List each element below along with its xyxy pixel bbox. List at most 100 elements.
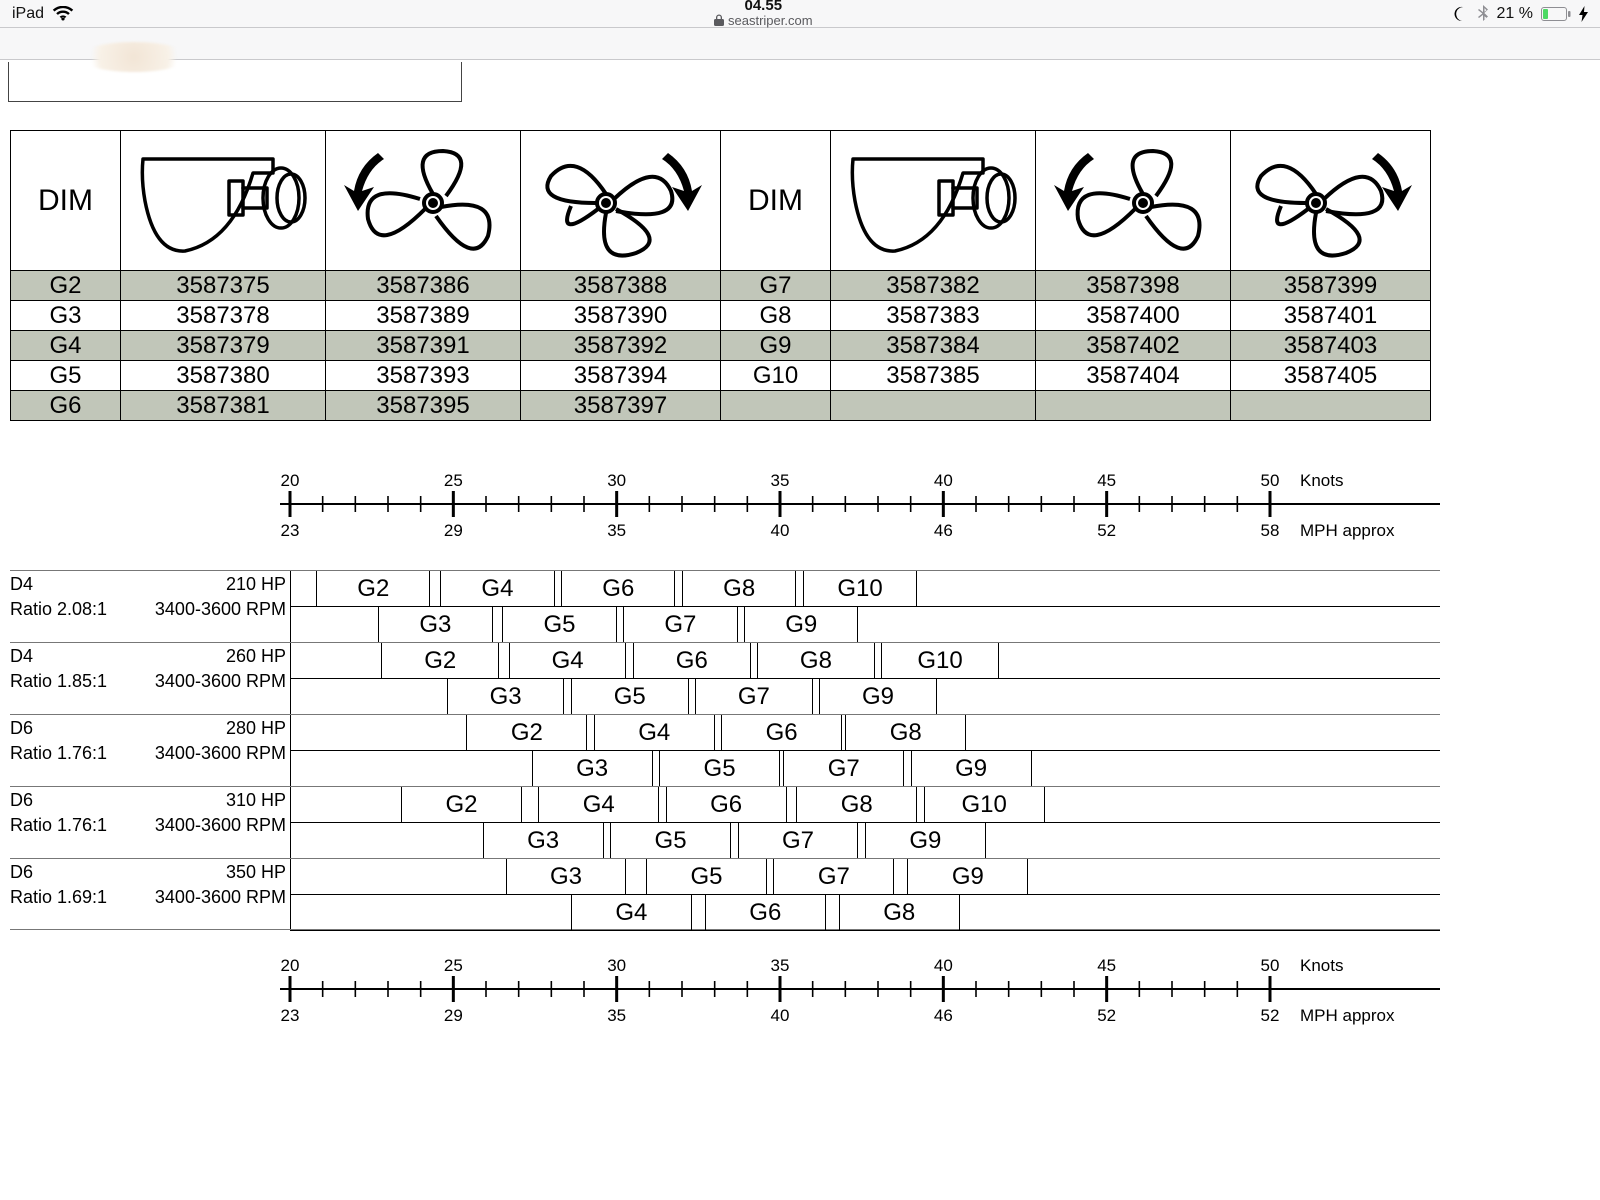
speed-cell: G5 xyxy=(646,859,767,894)
part-number-cell: 3587385 xyxy=(831,361,1036,391)
speed-lane: G3G5G7G9 xyxy=(290,751,1440,787)
part-number-cell xyxy=(1036,391,1231,421)
charging-icon xyxy=(1579,6,1588,22)
prop-ccw-icon-left xyxy=(326,131,521,271)
speed-cell: G6 xyxy=(633,643,751,678)
host-label: seastriper.com xyxy=(714,14,813,29)
speed-cell: G3 xyxy=(447,679,565,714)
part-number-cell: 3587405 xyxy=(1231,361,1431,391)
engine-label: D6350 HPRatio 1.69:13400-3600 RPM xyxy=(10,859,290,929)
speed-cell: G4 xyxy=(571,895,692,930)
svg-text:40: 40 xyxy=(934,956,953,975)
speed-chart-group: D6280 HPRatio 1.76:13400-3600 RPMG2G4G6G… xyxy=(10,714,1440,786)
dim-cell: G5 xyxy=(11,361,121,391)
dim-header-right: DIM xyxy=(721,131,831,271)
dim-cell: G9 xyxy=(721,331,831,361)
part-number-cell: 3587399 xyxy=(1231,271,1431,301)
speed-cell: G5 xyxy=(571,679,689,714)
speed-chart-group: D6350 HPRatio 1.69:13400-3600 RPMG3G5G7G… xyxy=(10,858,1440,930)
browser-toolbar xyxy=(0,28,1600,60)
speed-lane: G2G4G6G8 xyxy=(290,715,1440,751)
dim-cell: G8 xyxy=(721,301,831,331)
device-label: iPad xyxy=(12,5,44,23)
part-number-cell: 3587381 xyxy=(121,391,326,421)
speed-cell: G7 xyxy=(695,679,813,714)
svg-text:MPH approx: MPH approx xyxy=(1300,521,1395,540)
engine-label: D6310 HPRatio 1.76:13400-3600 RPM xyxy=(10,787,290,858)
card-outline-stub xyxy=(8,62,462,102)
speed-cell: G9 xyxy=(819,679,937,714)
dim-header-left: DIM xyxy=(11,131,121,271)
speed-cell: G4 xyxy=(538,787,659,822)
svg-text:Knots: Knots xyxy=(1300,956,1343,975)
speed-ruler-top: 2025303540455023293540465258KnotsMPH app… xyxy=(10,470,1440,540)
part-number-cell: 3587397 xyxy=(521,391,721,421)
dim-cell: G10 xyxy=(721,361,831,391)
speed-lane: G2G4G6G8G10 xyxy=(290,571,1440,607)
dim-cell: G6 xyxy=(11,391,121,421)
speed-cell: G6 xyxy=(721,715,842,750)
speed-cell: G5 xyxy=(610,823,731,858)
speed-cell: G8 xyxy=(839,895,960,930)
speed-cell: G9 xyxy=(907,859,1028,894)
speed-lane: G3G5G7G9 xyxy=(290,823,1440,859)
lock-icon xyxy=(714,14,724,29)
svg-text:46: 46 xyxy=(934,1006,953,1025)
part-number-cell xyxy=(1231,391,1431,421)
drive-icon-left xyxy=(121,131,326,271)
part-number-cell: 3587388 xyxy=(521,271,721,301)
speed-cell: G9 xyxy=(911,751,1032,786)
part-number-cell: 3587391 xyxy=(326,331,521,361)
speed-cell: G8 xyxy=(845,715,966,750)
svg-text:35: 35 xyxy=(607,1006,626,1025)
prop-cw-icon-right xyxy=(1231,131,1431,271)
speed-cell: G3 xyxy=(532,751,653,786)
svg-text:52: 52 xyxy=(1097,521,1116,540)
speed-lane: G4G6G8 xyxy=(290,895,1440,931)
speed-lane: G3G5G7G9 xyxy=(290,607,1440,643)
speed-cell: G7 xyxy=(738,823,859,858)
part-number-cell: 3587390 xyxy=(521,301,721,331)
speed-cell: G4 xyxy=(594,715,715,750)
drive-icon-right xyxy=(831,131,1036,271)
speed-cell: G4 xyxy=(440,571,554,606)
svg-text:35: 35 xyxy=(771,956,790,975)
speed-cell: G2 xyxy=(466,715,587,750)
part-number-cell: 3587379 xyxy=(121,331,326,361)
table-row: G2358737535873863587388G7358738235873983… xyxy=(11,271,1431,301)
parts-table-header-row: DIM DIM xyxy=(11,131,1431,271)
svg-text:52: 52 xyxy=(1097,1006,1116,1025)
propeller-speed-chart: D4210 HPRatio 2.08:13400-3600 RPMG2G4G6G… xyxy=(10,570,1440,930)
speed-cell: G6 xyxy=(561,571,675,606)
wifi-icon xyxy=(52,6,74,22)
svg-text:40: 40 xyxy=(771,521,790,540)
svg-text:40: 40 xyxy=(771,1006,790,1025)
speed-cell: G7 xyxy=(783,751,904,786)
svg-text:25: 25 xyxy=(444,956,463,975)
part-number-cell: 3587380 xyxy=(121,361,326,391)
speed-cell: G3 xyxy=(483,823,604,858)
do-not-disturb-icon xyxy=(1453,6,1469,22)
table-row: G5358738035873933587394G1035873853587404… xyxy=(11,361,1431,391)
svg-text:MPH approx: MPH approx xyxy=(1300,1006,1395,1025)
svg-text:23: 23 xyxy=(281,1006,300,1025)
ios-status-bar: iPad 04.55 seastriper.com 21 % xyxy=(0,0,1600,28)
speed-cell: G10 xyxy=(803,571,917,606)
part-number-cell: 3587378 xyxy=(121,301,326,331)
svg-text:Knots: Knots xyxy=(1300,471,1343,490)
dim-cell: G3 xyxy=(11,301,121,331)
dim-cell xyxy=(721,391,831,421)
speed-cell: G8 xyxy=(757,643,875,678)
part-number-cell xyxy=(831,391,1036,421)
battery-icon xyxy=(1541,7,1571,21)
prop-cw-icon-left xyxy=(521,131,721,271)
speed-lane: G3G5G7G9 xyxy=(290,679,1440,715)
table-row: G3358737835873893587390G8358738335874003… xyxy=(11,301,1431,331)
speed-cell: G5 xyxy=(659,751,780,786)
speed-chart-group: D6310 HPRatio 1.76:13400-3600 RPMG2G4G6G… xyxy=(10,786,1440,858)
speed-cell: G2 xyxy=(401,787,522,822)
battery-pct-label: 21 % xyxy=(1497,5,1533,23)
engine-label: D4260 HPRatio 1.85:13400-3600 RPM xyxy=(10,643,290,714)
svg-text:50: 50 xyxy=(1261,956,1280,975)
speed-cell: G9 xyxy=(744,607,858,642)
